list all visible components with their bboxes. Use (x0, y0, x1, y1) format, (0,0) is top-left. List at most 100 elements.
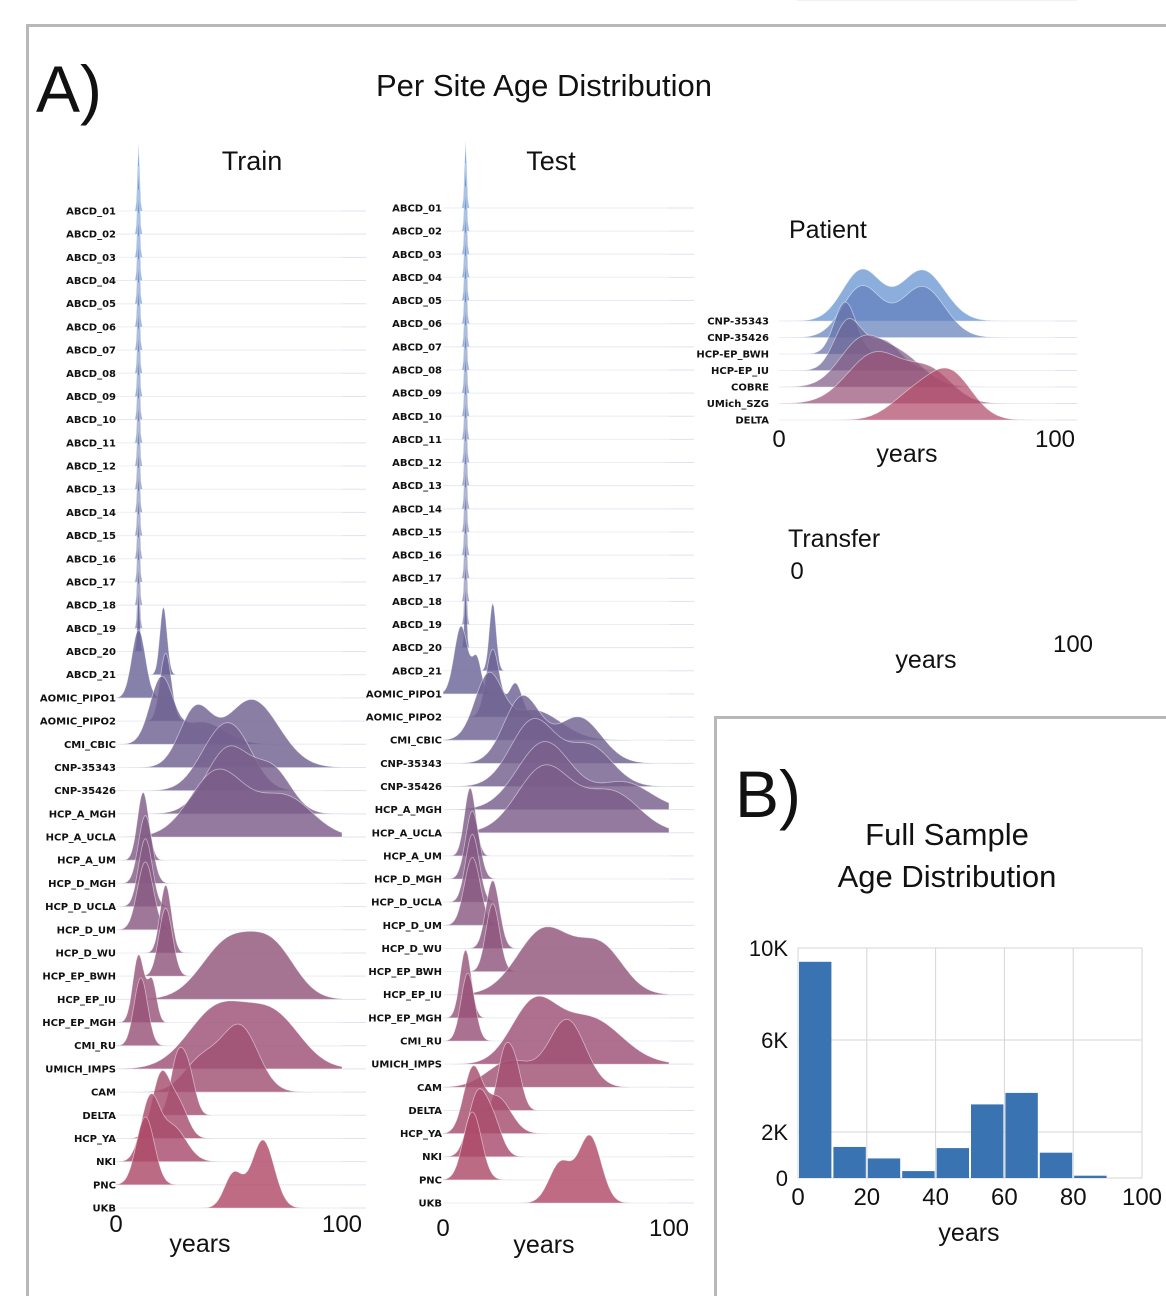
row-label-abcd-19: ABCD_19 (66, 624, 116, 635)
row-label-abcd-13: ABCD_13 (392, 481, 442, 492)
row-label-hcp-ep-bwh: HCP_EP_BWH (368, 967, 442, 978)
row-label-cnp-35426: CNP-35426 (707, 333, 769, 344)
y-tick-6000: 6K (761, 1028, 788, 1053)
row-label-abcd-10: ABCD_10 (66, 415, 116, 426)
row-label-abcd-14: ABCD_14 (392, 504, 442, 515)
row-label-aomic-pipo2: AOMIC_PIPO2 (40, 717, 116, 728)
ridge-cam (115, 1023, 343, 1093)
train-ridgeline: Train ABCD_01 ABCD_02 ABCD_03 ABCD_04 ABCD_05… (40, 142, 366, 1258)
x-axis-label: years (938, 1219, 999, 1247)
ridge-abcd-08 (115, 305, 343, 374)
row-label-abcd-18: ABCD_18 (66, 601, 116, 612)
row-label-hcp-a-ucla: HCP_A_UCLA (372, 828, 443, 839)
row-label-abcd-04: ABCD_04 (392, 273, 442, 284)
row-label-abcd-02: ABCD_02 (66, 230, 116, 241)
ridge-delta (779, 367, 1055, 421)
x-tick-0: 0 (109, 1211, 122, 1238)
ridge-abcd-12 (442, 394, 670, 463)
row-label-hcp-d-wu: HCP_D_WU (382, 944, 443, 955)
row-label-hcp-ya: HCP_YA (74, 1134, 116, 1145)
patient-ridgeline: Patient CNP-35343 CNP-35426 HCP-EP_BWH HCP-E… (696, 216, 1077, 468)
ridge-abcd-13 (115, 421, 343, 490)
test-ridgeline: Test ABCD_01 ABCD_02 ABCD_03 ABCD_04 ABCD_05 A… (366, 139, 694, 1259)
row-label-abcd-20: ABCD_20 (66, 647, 116, 658)
row-label-abcd-01: ABCD_01 (66, 207, 116, 218)
row-label-hcp-ep-bwh: HCP-EP_BWH (696, 350, 769, 361)
row-label-cmi-cbic: CMI_CBIC (390, 736, 442, 747)
ridge-cmi-cbic (442, 671, 670, 741)
ridge-abcd-17 (115, 513, 343, 583)
row-label-hcp-a-um: HCP_A_UM (383, 851, 442, 862)
row-label-aomic-pipo2: AOMIC_PIPO2 (366, 713, 442, 724)
x-tick-0: 0 (772, 426, 785, 453)
row-label-abcd-17: ABCD_17 (66, 577, 116, 588)
row-label-abcd-21: ABCD_21 (66, 670, 116, 681)
row-label-hcp-ep-mgh: HCP_EP_MGH (42, 1018, 116, 1029)
row-label-hcp-a-mgh: HCP_A_MGH (375, 805, 442, 816)
row-label-hcp-d-mgh: HCP_D_MGH (374, 875, 442, 886)
x-axis-label: years (876, 440, 937, 468)
bar-40-50 (936, 1148, 969, 1178)
ridge-hcp-d-um (442, 856, 670, 926)
ridge-abcd-13 (442, 417, 670, 487)
ridge-abcd-17 (442, 510, 670, 579)
bar-70-80 (1039, 1152, 1073, 1178)
row-label-cnp-35426: CNP-35426 (380, 782, 442, 793)
histogram-grid (797, 947, 1143, 1179)
bar-80-90 (1074, 1175, 1107, 1178)
histogram-title-line2: Age Distribution (838, 859, 1057, 894)
row-label-cnp-35343: CNP-35343 (380, 759, 442, 770)
panel-a (26, 24, 1166, 1296)
x-tick-40: 40 (922, 1184, 949, 1211)
histogram-axes: 0 2K 6K 10K 0 20 40 60 80 100 years (749, 936, 1162, 1247)
ridge-abcd-16 (115, 490, 343, 560)
row-label-aomic-pipo1: AOMIC_PIPO1 (366, 689, 442, 700)
bar-0-10 (799, 961, 832, 1178)
x-tick-100: 100 (1035, 426, 1075, 453)
row-label-cnp-35426: CNP-35426 (54, 786, 116, 797)
ridge-abcd-09 (442, 325, 670, 394)
row-label-abcd-12: ABCD_12 (66, 462, 116, 473)
y-tick-10000: 10K (749, 936, 788, 961)
ridge-abcd-11 (115, 374, 343, 444)
x-tick-100: 100 (1053, 631, 1093, 658)
row-label-cmi-ru: CMI_RU (400, 1037, 442, 1048)
row-label-abcd-19: ABCD_19 (392, 620, 442, 631)
x-axis-label: years (895, 646, 956, 674)
x-tick-100: 100 (322, 1211, 362, 1238)
ridge-abcd-15 (115, 467, 343, 537)
x-tick-0: 0 (791, 1184, 804, 1211)
row-label-pnc: PNC (93, 1180, 116, 1191)
ridge-abcd-05 (442, 232, 670, 301)
row-label-nki: NKI (422, 1152, 442, 1163)
row-label-hcp-d-ucla: HCP_D_UCLA (371, 898, 442, 909)
row-label-abcd-08: ABCD_08 (392, 365, 442, 376)
row-label-hcp-ep-mgh: HCP_EP_MGH (368, 1013, 442, 1024)
ridge-abcd-02 (115, 166, 343, 235)
row-label-hcp-ya: HCP_YA (400, 1129, 442, 1140)
ridge-abcd-14 (442, 440, 670, 510)
ridge-abcd-10 (115, 351, 343, 421)
bar-60-70 (1005, 1092, 1038, 1178)
row-label-abcd-16: ABCD_16 (66, 554, 116, 565)
ridge-abcd-21 (115, 605, 343, 676)
panel-a-letter: A) (36, 52, 102, 126)
y-tick-2000: 2K (761, 1120, 788, 1145)
row-label-delta: DELTA (408, 1106, 442, 1117)
row-label-hcp-a-mgh: HCP_A_MGH (49, 809, 116, 820)
panel-b: B) Full Sample Age Distribution 0 2K 6K 10K… (714, 716, 1166, 1296)
row-label-abcd-03: ABCD_03 (66, 253, 116, 264)
row-label-abcd-01: ABCD_01 (392, 204, 442, 215)
ridge-abcd-03 (442, 186, 670, 255)
ridge-abcd-10 (442, 348, 670, 417)
row-label-abcd-16: ABCD_16 (392, 551, 442, 562)
histogram-frame (797, 947, 1143, 1179)
row-label-abcd-06: ABCD_06 (66, 322, 116, 333)
row-label-abcd-10: ABCD_10 (392, 412, 442, 423)
ridge-abcd-06 (115, 258, 343, 328)
ridge-abcd-03 (115, 189, 343, 258)
row-label-cam: CAM (91, 1088, 116, 1099)
row-label-abcd-11: ABCD_11 (392, 435, 442, 446)
row-label-hcp-d-wu: HCP_D_WU (56, 948, 117, 959)
panel-b-letter: B) (735, 757, 801, 831)
